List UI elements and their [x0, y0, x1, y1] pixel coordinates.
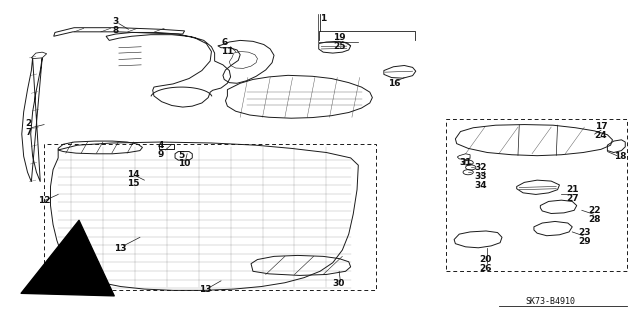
- Text: 31: 31: [460, 158, 472, 167]
- Text: 1: 1: [320, 14, 326, 23]
- Text: 22
28: 22 28: [588, 206, 601, 224]
- Text: 19
25: 19 25: [333, 33, 346, 51]
- Bar: [44, 144, 376, 290]
- Text: 12: 12: [38, 196, 50, 205]
- Text: SK73-B4910: SK73-B4910: [525, 297, 575, 306]
- Text: 21
27: 21 27: [566, 185, 579, 204]
- Text: 16: 16: [388, 79, 401, 88]
- Text: 4
9: 4 9: [157, 141, 164, 159]
- Text: 5
10: 5 10: [178, 151, 191, 168]
- Text: 13: 13: [198, 285, 211, 294]
- Text: 6
11: 6 11: [221, 38, 234, 56]
- Text: 32
33
34: 32 33 34: [474, 162, 487, 189]
- Text: 3
8: 3 8: [113, 17, 118, 35]
- Text: FR.: FR.: [45, 274, 62, 283]
- Text: 23
29: 23 29: [579, 228, 591, 246]
- Text: 18: 18: [614, 152, 627, 161]
- Text: 14
15: 14 15: [127, 170, 140, 188]
- Text: 30: 30: [333, 279, 345, 288]
- Text: 13: 13: [115, 244, 127, 253]
- Text: 2
7: 2 7: [25, 119, 31, 137]
- Text: 20
26: 20 26: [479, 255, 492, 273]
- Bar: [447, 120, 627, 271]
- Text: 17
24: 17 24: [595, 122, 607, 140]
